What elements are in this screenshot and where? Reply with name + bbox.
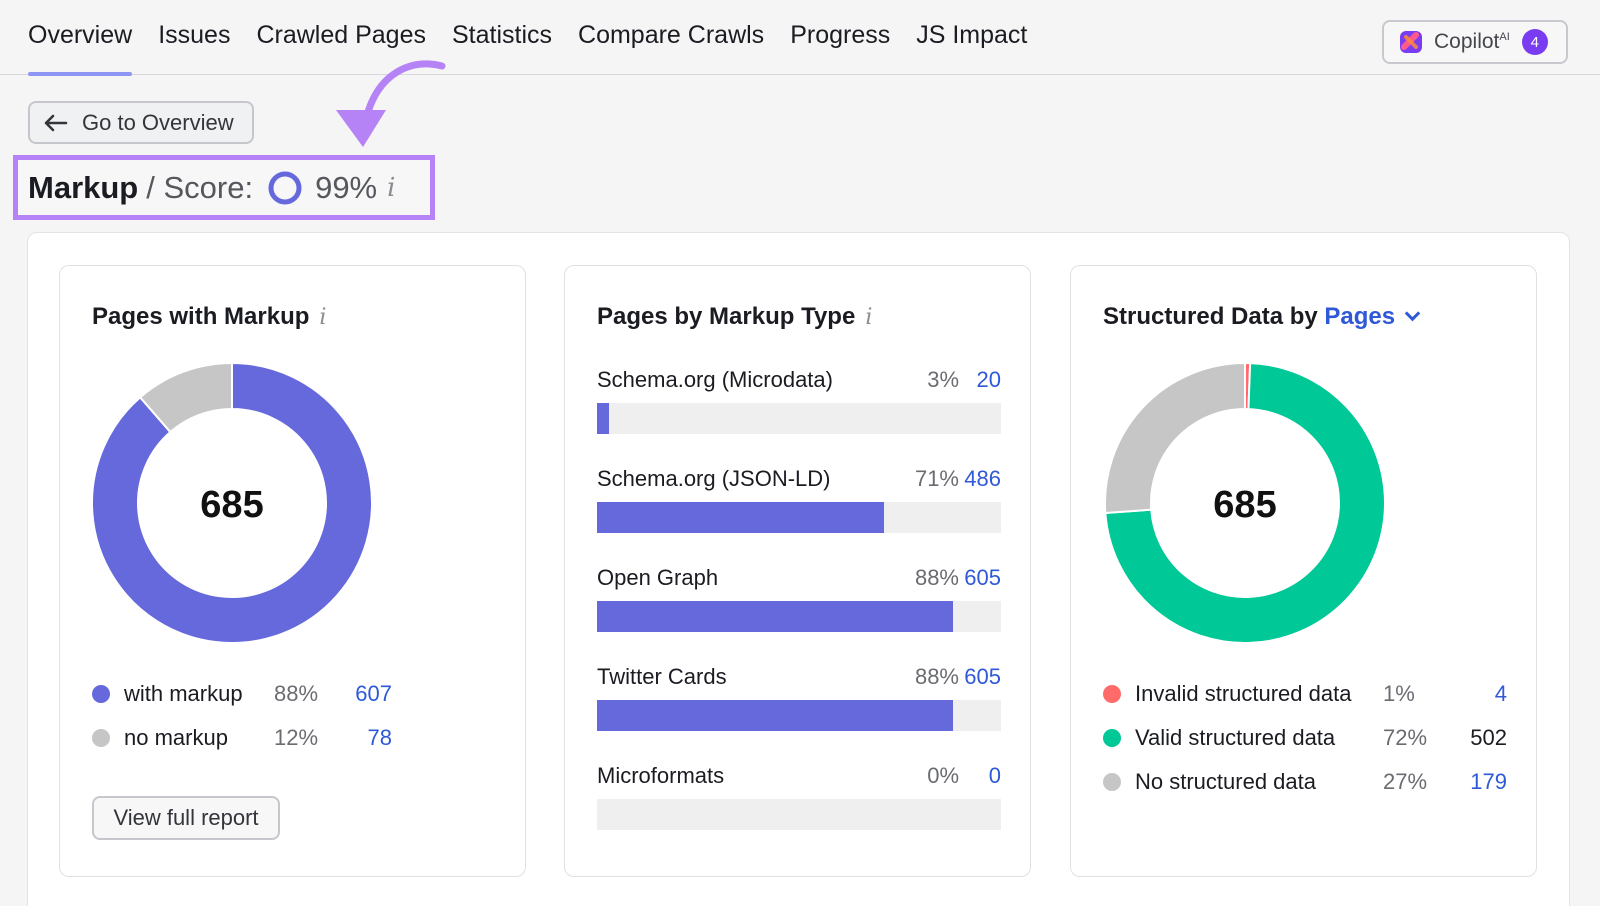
info-icon[interactable]: i xyxy=(319,305,327,330)
structured-data-card: Structured Data by Pages 685 Invalid str… xyxy=(1070,265,1537,877)
legend-dot xyxy=(1103,685,1121,703)
pages-with-markup-card: Pages with Markup i 685 with markup 88% 6… xyxy=(59,265,526,877)
score-ring-icon xyxy=(268,171,302,204)
tab-statistics[interactable]: Statistics xyxy=(451,21,553,49)
top-nav: Overview Issues Crawled Pages Statistics… xyxy=(0,0,1600,76)
bar-label: Twitter Cards xyxy=(597,664,727,689)
legend-pct: 12% xyxy=(274,725,319,750)
bar-fill xyxy=(597,601,953,632)
bar-track xyxy=(597,799,1001,830)
legend-dot xyxy=(1103,729,1121,747)
go-to-overview-label: Go to Overview xyxy=(82,109,234,135)
card-title: Pages by Markup Type i xyxy=(597,303,873,330)
donut-slice-valid[interactable] xyxy=(1104,362,1386,644)
bar-track xyxy=(597,700,1001,731)
bar-count[interactable]: 0 xyxy=(988,763,1001,788)
legend-pct: 72% xyxy=(1383,725,1428,750)
legend-count[interactable]: 607 xyxy=(355,681,392,706)
copilot-count-badge: 4 xyxy=(1521,29,1548,55)
pages-by-markup-type-card: Pages by Markup Type i Schema.org (Microd… xyxy=(564,265,1031,877)
tab-compare-crawls[interactable]: Compare Crawls xyxy=(578,21,765,49)
markup-score-header: Markup / Score: 99% i xyxy=(13,155,435,220)
legend-label: No structured data xyxy=(1135,769,1316,794)
structured-data-donut xyxy=(1104,361,1386,644)
legend-dot xyxy=(92,729,110,747)
bar-label: Schema.org (JSON-LD) xyxy=(597,466,831,491)
bar-pct: 3% xyxy=(927,367,959,392)
arrow-left-icon xyxy=(44,114,68,131)
bar-fill xyxy=(597,700,953,731)
tab-bar: Overview Issues Crawled Pages Statistics… xyxy=(28,0,1028,76)
page-title: Markup xyxy=(28,169,139,205)
view-full-report-button[interactable]: View full report xyxy=(92,796,280,840)
tab-issues[interactable]: Issues xyxy=(158,21,231,49)
legend-label: with markup xyxy=(124,681,243,706)
legend-pct: 27% xyxy=(1383,769,1428,794)
legend-count[interactable]: 179 xyxy=(1470,769,1507,794)
legend-item[interactable]: with markup 88% 607 xyxy=(92,681,412,707)
chevron-down-icon xyxy=(1404,305,1421,322)
tab-overview[interactable]: Overview xyxy=(28,0,133,76)
donut-slice-no-markup[interactable] xyxy=(138,361,233,434)
bar-track xyxy=(597,502,1001,533)
legend-dot xyxy=(92,685,110,703)
bar-fill xyxy=(597,502,884,533)
bar-pct: 88% xyxy=(914,565,959,590)
pages-dropdown[interactable]: Pages xyxy=(1324,303,1421,330)
pages-with-markup-donut xyxy=(91,361,373,644)
legend-item[interactable]: No structured data 27% 179 xyxy=(1103,769,1507,795)
tab-progress[interactable]: Progress xyxy=(790,21,891,49)
legend-item[interactable]: Invalid structured data 1% 4 xyxy=(1103,681,1507,707)
bar-pct: 88% xyxy=(914,664,959,689)
tab-crawled-pages[interactable]: Crawled Pages xyxy=(256,21,426,49)
bar-count[interactable]: 486 xyxy=(964,466,1001,491)
score-value: 99% xyxy=(315,169,378,205)
copilot-label: CopilotAI xyxy=(1434,30,1510,53)
bar-count[interactable]: 605 xyxy=(964,664,1001,689)
legend-count[interactable]: 4 xyxy=(1494,681,1507,706)
bar-track xyxy=(597,601,1001,632)
bar-fill xyxy=(597,403,610,434)
bar-pct: 0% xyxy=(927,763,959,788)
card-title: Pages with Markup i xyxy=(92,303,327,330)
score-info-icon[interactable]: i xyxy=(387,172,396,203)
legend-item[interactable]: no markup 12% 78 xyxy=(92,725,412,751)
legend-count[interactable]: 78 xyxy=(367,725,392,750)
legend-label: Valid structured data xyxy=(1135,725,1336,750)
legend-label: Invalid structured data xyxy=(1135,681,1352,706)
card-title: Structured Data by Pages xyxy=(1103,303,1421,331)
legend-label: no markup xyxy=(124,725,228,750)
score-label: / Score: xyxy=(146,169,254,205)
tab-js-impact[interactable]: JS Impact xyxy=(916,21,1028,49)
bar-label: Microformats xyxy=(597,763,725,788)
copilot-button[interactable]: CopilotAI 4 xyxy=(1382,20,1568,64)
legend-pct: 1% xyxy=(1383,681,1415,706)
bar-count[interactable]: 605 xyxy=(964,565,1001,590)
bar-track xyxy=(597,403,1001,434)
donut-total: 685 xyxy=(1213,484,1277,526)
bar-pct: 71% xyxy=(914,466,959,491)
bar-count[interactable]: 20 xyxy=(976,367,1001,392)
legend-dot xyxy=(1103,773,1121,791)
donut-slice-none[interactable] xyxy=(1104,361,1246,515)
donut-slice-with-markup[interactable] xyxy=(91,361,373,644)
info-icon[interactable]: i xyxy=(865,305,873,330)
legend-item: Valid structured data 72% 502 xyxy=(1103,725,1507,751)
donut-total: 685 xyxy=(200,484,264,526)
legend-pct: 88% xyxy=(274,681,319,706)
annotation-arrow-icon xyxy=(336,60,446,147)
legend-count: 502 xyxy=(1470,725,1507,750)
bar-label: Open Graph xyxy=(597,565,719,590)
go-to-overview-button[interactable]: Go to Overview xyxy=(28,101,254,144)
copilot-logo-icon xyxy=(1400,31,1422,53)
bar-label: Schema.org (Microdata) xyxy=(597,367,833,392)
